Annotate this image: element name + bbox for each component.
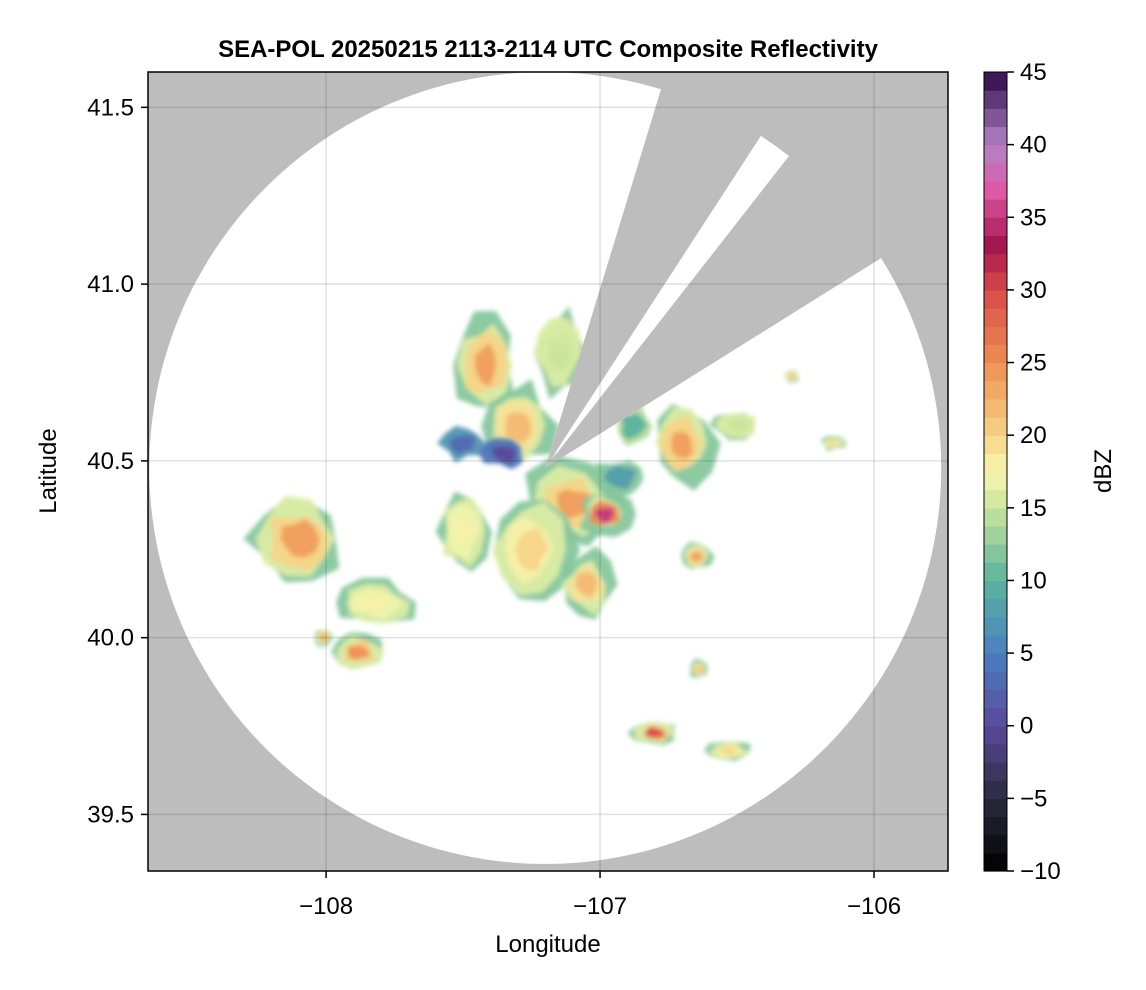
y-tick-label: 39.5 [87,801,134,828]
colorbar: −10 −5 0 5 10 15 20 25 30 35 40 45 [983,59,1061,885]
y-tick-label: 41.0 [87,271,134,298]
echo-cell [595,460,644,500]
colorbar-tick-label: 10 [1020,567,1047,594]
colorbar-tick-label: −10 [1020,858,1061,885]
colorbar-segment [984,453,1007,473]
colorbar-segment [984,798,1007,818]
colorbar-tick-label: 5 [1020,640,1033,667]
echo-cell [492,499,581,602]
echo-cell [479,438,523,470]
echo-cell [690,658,708,679]
colorbar-frame [983,71,1008,872]
echo-cell [579,492,636,538]
echo-cell [437,425,486,463]
x-tick-label: −106 [847,893,901,920]
echo-cell [435,491,492,572]
colorbar-segment [984,671,1007,691]
colorbar-segment [984,689,1007,709]
echo-cell [709,413,756,440]
colorbar-segment [984,398,1007,418]
colorbar-segment [984,598,1007,618]
gridlines [148,72,948,871]
colorbar-segment [984,707,1007,727]
colorbar-segment [984,725,1007,745]
colorbar-segment [984,634,1007,654]
colorbar-segment [984,507,1007,527]
y-tick-label: 40.5 [87,448,134,475]
colorbar-segment [984,562,1007,582]
x-axis-label: Longitude [495,931,600,958]
colorbar-segment [984,525,1007,545]
echo-cell [784,370,799,384]
colorbar-segment [984,199,1007,218]
colorbar-segment [984,435,1007,454]
colorbar-segment [984,780,1007,799]
echo-cell [681,541,715,570]
reflectivity-echoes [243,306,847,761]
colorbar-segment [984,653,1007,672]
colorbar-segment [984,580,1007,600]
colorbar-segment [984,380,1007,400]
colorbar-segment [984,271,1007,291]
echo-cell [560,546,618,620]
colorbar-segment [984,816,1007,836]
colorbar-segment [984,344,1007,364]
colorbar-tick-label: 0 [1020,713,1033,740]
echo-cell [821,436,847,452]
colorbar-tick-label: 35 [1020,204,1047,231]
x-tick-label: −107 [573,893,627,920]
echo-cell [655,403,721,491]
colorbar-tick-label: 20 [1020,422,1047,449]
x-tick-label: −108 [299,893,353,920]
colorbar-tick-label: 30 [1020,277,1047,304]
echo-cell [314,628,334,648]
y-axis-label: Latitude [35,428,62,513]
colorbar-tick-label: −5 [1020,785,1047,812]
colorbar-segment [984,743,1007,763]
y-axis: 39.5 40.0 40.5 41.0 41.5 [87,94,148,828]
echo-cell [453,311,516,411]
colorbar-segment [984,180,1007,200]
colorbar-segment [984,253,1007,273]
colorbar-segment [984,289,1007,309]
colorbar-segment [984,852,1007,872]
colorbar-segment [984,90,1007,109]
plot-area [147,71,949,872]
colorbar-segment [984,308,1007,327]
echo-cell [331,632,385,670]
colorbar-tick-label: 15 [1020,495,1047,522]
colorbar-segment [984,362,1007,382]
colorbar-tick-label: 40 [1020,132,1047,159]
colorbar-segment [984,108,1007,128]
colorbar-segment [984,162,1007,182]
colorbar-segment [984,144,1007,164]
colorbar-segment [984,471,1007,491]
colorbar-tick-label: 45 [1020,59,1047,86]
colorbar-segment [984,544,1007,563]
colorbar-segment [984,834,1007,854]
colorbar-label: dBZ [1090,449,1117,493]
colorbar-segment [984,417,1007,436]
echo-cell [336,577,417,624]
colorbar-segment [984,235,1007,255]
echo-cell [627,721,676,746]
colorbar-segment [984,762,1007,781]
colorbar-segment [984,489,1007,509]
colorbar-tick-label: 25 [1020,350,1047,377]
y-tick-label: 40.0 [87,625,134,652]
y-tick-label: 41.5 [87,94,134,121]
echo-cell [243,496,340,583]
echo-cell [703,741,751,761]
chart-title: SEA-POL 20250215 2113-2114 UTC Composite… [218,36,879,63]
plot-frame [147,71,949,872]
colorbar-segment [984,72,1007,91]
colorbar-segment [984,126,1007,146]
colorbar-segment [984,326,1007,345]
x-axis: −108 −107 −106 [299,871,901,920]
colorbar-segment [984,616,1007,636]
colorbar-segment [984,217,1007,237]
